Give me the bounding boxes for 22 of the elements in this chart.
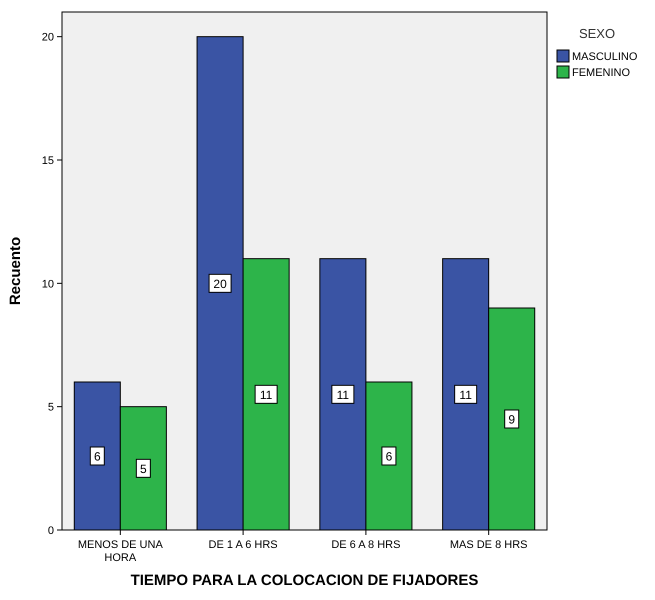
x-tick-label: MAS DE 8 HRS [450,539,528,551]
y-tick-label: 5 [48,402,54,414]
data-label: 9 [508,412,516,426]
data-label: 6 [386,450,393,464]
legend-title: SEXO [578,26,616,41]
y-tick-label: 0 [48,525,54,537]
data-label: 11 [336,388,350,402]
x-tick-label: DE 1 A 6 HRS [208,539,278,551]
y-tick-label: 20 [42,32,54,44]
data-label: 11 [459,388,472,402]
data-label: 20 [213,276,228,291]
x-axis-title: TIEMPO PARA LA COLOCACION DE FIJADORES [130,572,478,589]
data-label: 6 [94,450,101,464]
x-tick-label: MENOS DE UNA HORA [78,539,164,564]
legend-label: MASCULINO [572,51,638,63]
y-tick-label: 15 [42,155,54,167]
data-label: 11 [260,388,273,402]
x-tick-label: DE 6 A 8 HRS [331,539,400,551]
legend-label: FEMENINO [572,67,630,79]
y-tick-label: 10 [42,278,54,290]
y-axis-title: Recuento [7,236,24,306]
data-label: 5 [140,462,147,476]
